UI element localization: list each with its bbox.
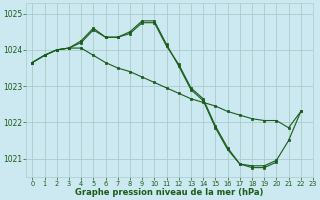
X-axis label: Graphe pression niveau de la mer (hPa): Graphe pression niveau de la mer (hPa) (76, 188, 264, 197)
